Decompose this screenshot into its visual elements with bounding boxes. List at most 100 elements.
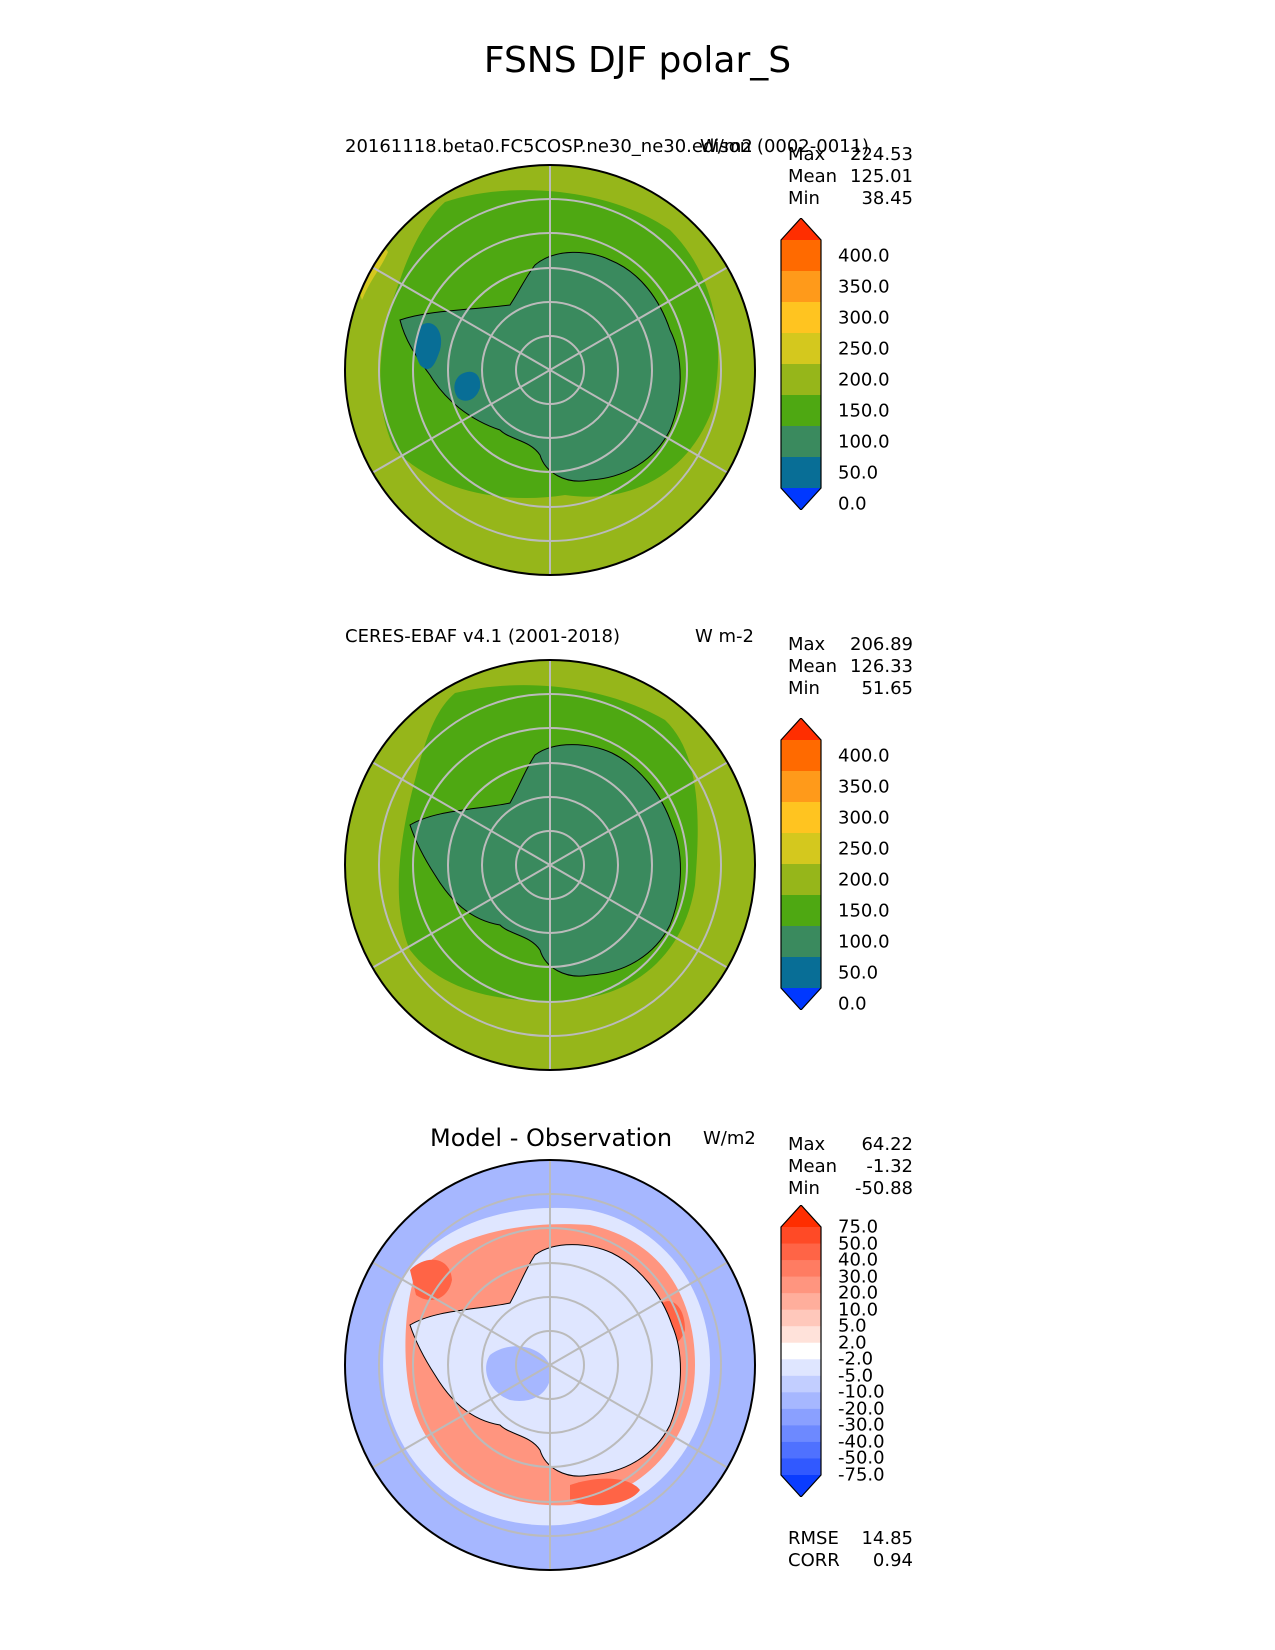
stat-max-label: Max	[788, 144, 826, 165]
panel-diff-metrics: RMSE 14.85 CORR 0.94	[788, 1528, 913, 1572]
colorbar-segment	[781, 864, 821, 896]
colorbar-segment	[781, 426, 821, 458]
colorbar-tick-label: -20.0	[838, 1398, 885, 1420]
antarctica-land	[409, 744, 681, 977]
colorbar-segment	[781, 802, 821, 834]
colorbar-outline	[780, 218, 822, 510]
panel-obs-stats: Max 206.89 Mean 126.33 Min 51.65	[788, 634, 913, 700]
stat-mean-value: 125.01	[850, 166, 913, 187]
colorbar-segment	[781, 364, 821, 396]
colorbar-segment	[781, 302, 821, 334]
colorbar-segment	[781, 1392, 821, 1410]
colorbar-segment	[781, 1375, 821, 1393]
colorbar-segment	[781, 1408, 821, 1426]
colorbar-tick-label: -5.0	[838, 1365, 874, 1387]
colorbar-tick-label: 150.0	[838, 900, 890, 921]
low-value-patch	[414, 322, 442, 370]
colorbar-tick-label: 200.0	[838, 869, 890, 890]
colorbar-tick-label: 300.0	[838, 307, 890, 328]
colorbar-segment	[781, 457, 821, 489]
colorbar-segment	[781, 1309, 821, 1327]
colorbar-segment	[781, 1276, 821, 1294]
colorbar-tick-label: -75.0	[838, 1464, 885, 1486]
low-value-patch-2	[454, 371, 481, 401]
colorbar-tick-label: 150.0	[838, 400, 890, 421]
panel-diff-colorbar	[780, 1205, 822, 1497]
graticule	[371, 1160, 729, 1570]
panel-obs-units: W m-2	[695, 626, 755, 647]
colorbar-segment	[781, 271, 821, 303]
colorbar-segment	[781, 1227, 821, 1245]
panel-diff-stats: Max 64.22 Mean -1.32 Min -50.88	[788, 1134, 913, 1200]
stat-mean-value: 126.33	[850, 656, 913, 677]
colorbar-tick-label: 200.0	[838, 369, 890, 390]
rmse-label: RMSE	[788, 1528, 839, 1549]
stat-min-label: Min	[788, 1178, 820, 1199]
stat-min-value: -50.88	[854, 1178, 913, 1199]
colorbar-outline	[780, 718, 822, 1010]
colorbar-segment	[781, 926, 821, 958]
corr-label: CORR	[788, 1550, 840, 1571]
colorbar-segment	[781, 333, 821, 365]
graticule	[371, 660, 729, 1070]
colorbar-extend-max	[781, 218, 821, 240]
colorbar-segment	[781, 771, 821, 803]
colorbar-extend-max	[781, 718, 821, 740]
stat-min-value: 38.45	[861, 188, 913, 209]
colorbar-segment	[781, 833, 821, 865]
colorbar-segment	[781, 395, 821, 427]
colorbar-tick-label: 100.0	[838, 431, 890, 452]
colorbar-tick-label: 100.0	[838, 931, 890, 952]
colorbar-outline	[780, 1205, 822, 1497]
panel-diff-units: W/m2	[703, 1128, 756, 1149]
panel-model-title: 20161118.beta0.FC5COSP.ne30_ne30.edison …	[345, 136, 870, 157]
colorbar-tick-label: 250.0	[838, 838, 890, 859]
colorbar-tick-label: 400.0	[838, 745, 890, 766]
antarctica-land	[399, 251, 681, 482]
panel-model: 20161118.beta0.FC5COSP.ne30_ne30.edison …	[0, 0, 1275, 576]
stat-mean-label: Mean	[788, 166, 838, 187]
rmse-value: 14.85	[861, 1528, 913, 1549]
colorbar-tick-label: -2.0	[838, 1348, 874, 1370]
colorbar-tick-label: 250.0	[838, 338, 890, 359]
colorbar-extend-min	[781, 1475, 821, 1497]
colorbar-tick-label: 400.0	[838, 245, 890, 266]
colorbar-segment	[781, 1359, 821, 1377]
stat-mean-value: -1.32	[866, 1156, 913, 1177]
colorbar-segment	[781, 1243, 821, 1261]
interior-negative-patch	[486, 1346, 551, 1401]
map-border	[344, 1159, 756, 1571]
colorbar-segment	[781, 957, 821, 989]
panel-model-stats: Max 224.53 Mean 125.01 Min 38.45	[788, 144, 913, 210]
colorbar-tick-label: 0.0	[838, 493, 867, 514]
colorbar-segment	[781, 240, 821, 272]
stat-min-label: Min	[788, 188, 820, 209]
colorbar-segment	[781, 1458, 821, 1476]
panel-diff: Model - Observation W/m2 Max 64.22 Mean -1…	[0, 1000, 1275, 1650]
panel-obs-colorbar	[780, 718, 822, 1010]
colorbar-tick-label: 0.0	[838, 993, 867, 1014]
colorbar-tick-label: 50.0	[838, 1233, 879, 1255]
colorbar-segment	[781, 1425, 821, 1443]
map-border	[344, 164, 756, 576]
panel-obs-map	[344, 659, 756, 1071]
figure-title: FSNS DJF polar_S	[483, 40, 792, 81]
panel-obs: CERES-EBAF v4.1 (2001-2018) W m-2 Max 206…	[0, 490, 1275, 1071]
map-border	[344, 659, 756, 1071]
colorbar-tick-label: 2.0	[838, 1332, 867, 1354]
colorbar-segment	[781, 1260, 821, 1278]
stat-max-label: Max	[788, 634, 826, 655]
stat-mean-label: Mean	[788, 1156, 838, 1177]
panel-obs-title: CERES-EBAF v4.1 (2001-2018)	[345, 626, 621, 647]
corr-value: 0.94	[872, 1550, 913, 1571]
colorbar-tick-label: 350.0	[838, 776, 890, 797]
colorbar-segment	[781, 1342, 821, 1360]
colorbar-tick-label: 350.0	[838, 276, 890, 297]
colorbar-tick-label: 10.0	[838, 1299, 879, 1321]
graticule	[371, 165, 729, 575]
colorbar-tick-label: -50.0	[838, 1447, 885, 1469]
colorbar-segment	[781, 1326, 821, 1344]
colorbar-segment	[781, 740, 821, 772]
colorbar-tick-label: -40.0	[838, 1431, 885, 1453]
colorbar-tick-label: -30.0	[838, 1414, 885, 1436]
